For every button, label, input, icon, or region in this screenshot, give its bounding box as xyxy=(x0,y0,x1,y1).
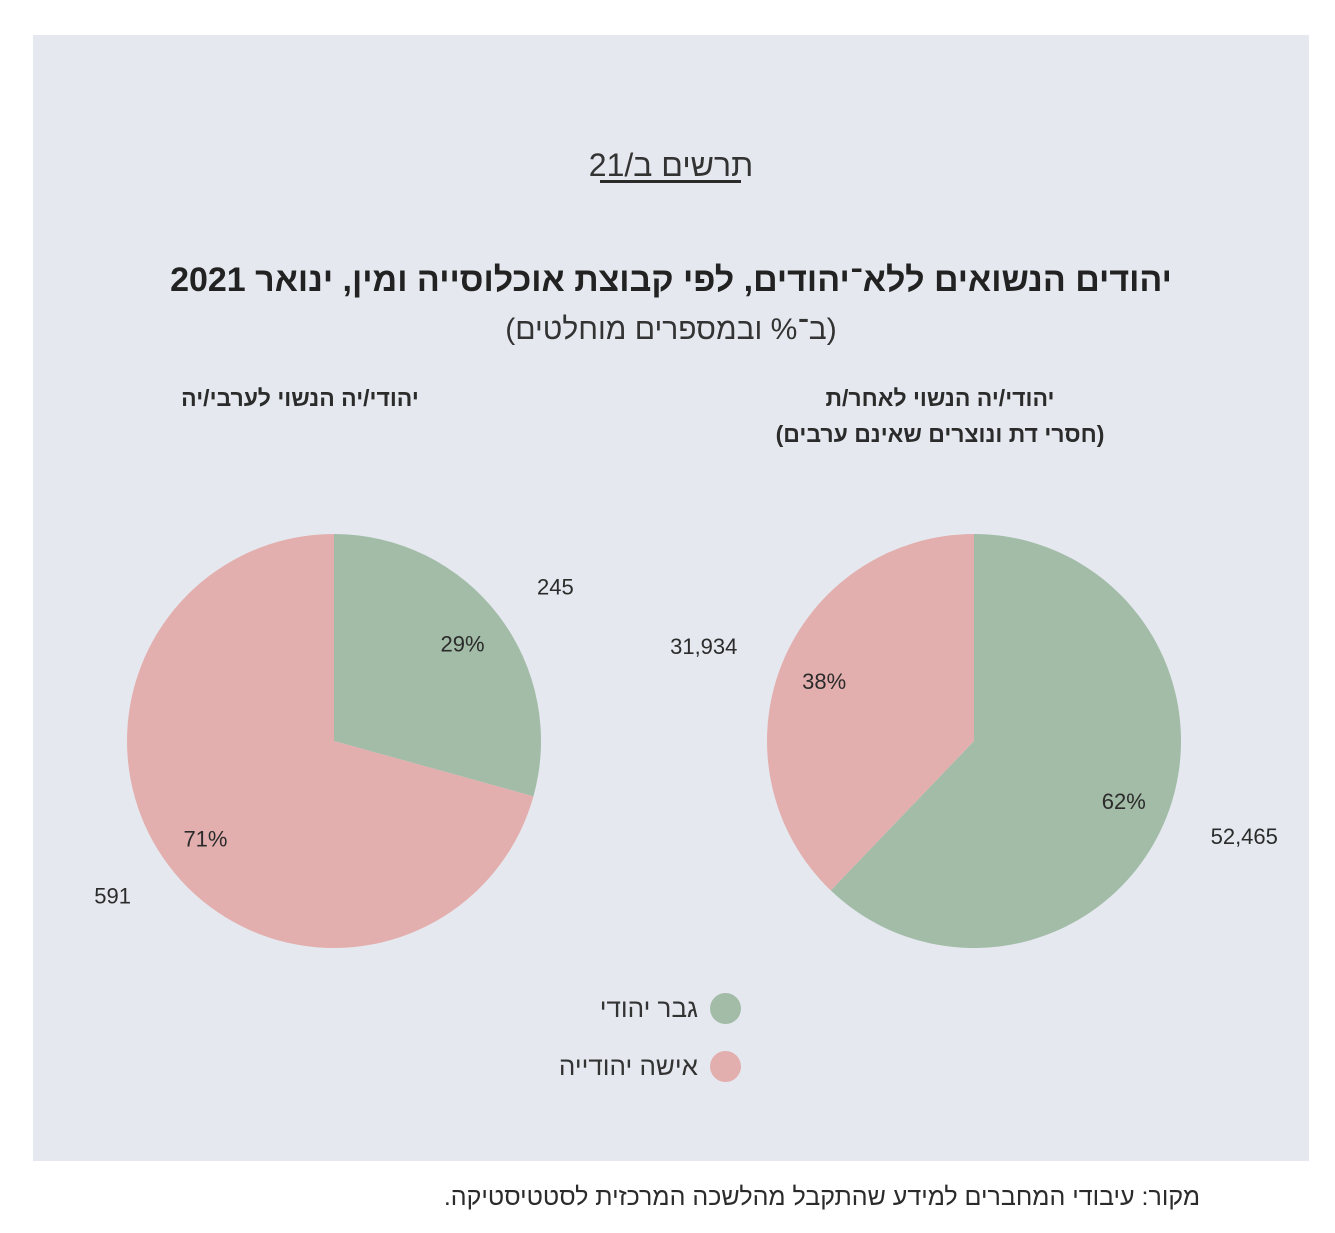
right-pie-value-label: 52,465 xyxy=(1211,824,1278,849)
legend-swatch-male xyxy=(710,993,741,1024)
chart-title: יהודים הנשואים ללא־יהודים, לפי קבוצת אוכ… xyxy=(170,261,1172,299)
left-pie-value-label: 245 xyxy=(537,575,574,600)
left-pie-title-line: יהודי/יה הנשוי לערבי/יה xyxy=(181,385,419,411)
source-note: מקור: עיבודי המחברים למידע שהתקבל מהלשכה… xyxy=(443,1183,1200,1211)
right-pie-title-line-1: יהודי/יה הנשוי לאחר/ת xyxy=(825,385,1055,411)
legend-item-male: גבר יהודי xyxy=(600,993,741,1024)
right-pie-title: יהודי/יה הנשוי לאחר/ת (חסרי דת ונוצרים ש… xyxy=(700,380,1180,452)
legend-label-female: אישה יהודייה xyxy=(558,1051,698,1081)
right-pie-slice-male xyxy=(830,534,1181,948)
figure-label: תרשים ב/21 xyxy=(588,147,754,183)
left-pie-percent-label: 29% xyxy=(441,631,485,656)
left-pie-percent-label: 71% xyxy=(183,827,227,852)
title-divider xyxy=(600,180,741,183)
left-pie-slice-male xyxy=(334,534,541,797)
legend-label-male: גבר יהודי xyxy=(599,993,698,1023)
right-pie-percent-label: 62% xyxy=(1102,789,1146,814)
legend-item-female: אישה יהודייה xyxy=(559,1051,741,1082)
left-pie-title: יהודי/יה הנשוי לערבי/יה xyxy=(80,380,520,416)
right-pie-slice-female xyxy=(767,534,974,891)
right-pie-value-label: 31,934 xyxy=(670,634,737,659)
left-pie-slice-female xyxy=(126,534,534,949)
chart-subtitle: (ב־% ובמספרים מוחלטים) xyxy=(505,313,837,346)
right-pie-title-line-2: (חסרי דת ונוצרים שאינם ערבים) xyxy=(775,421,1105,447)
left-pie-value-label: 591 xyxy=(94,883,131,908)
right-pie-percent-label: 38% xyxy=(802,669,846,694)
legend-swatch-female xyxy=(710,1051,741,1082)
